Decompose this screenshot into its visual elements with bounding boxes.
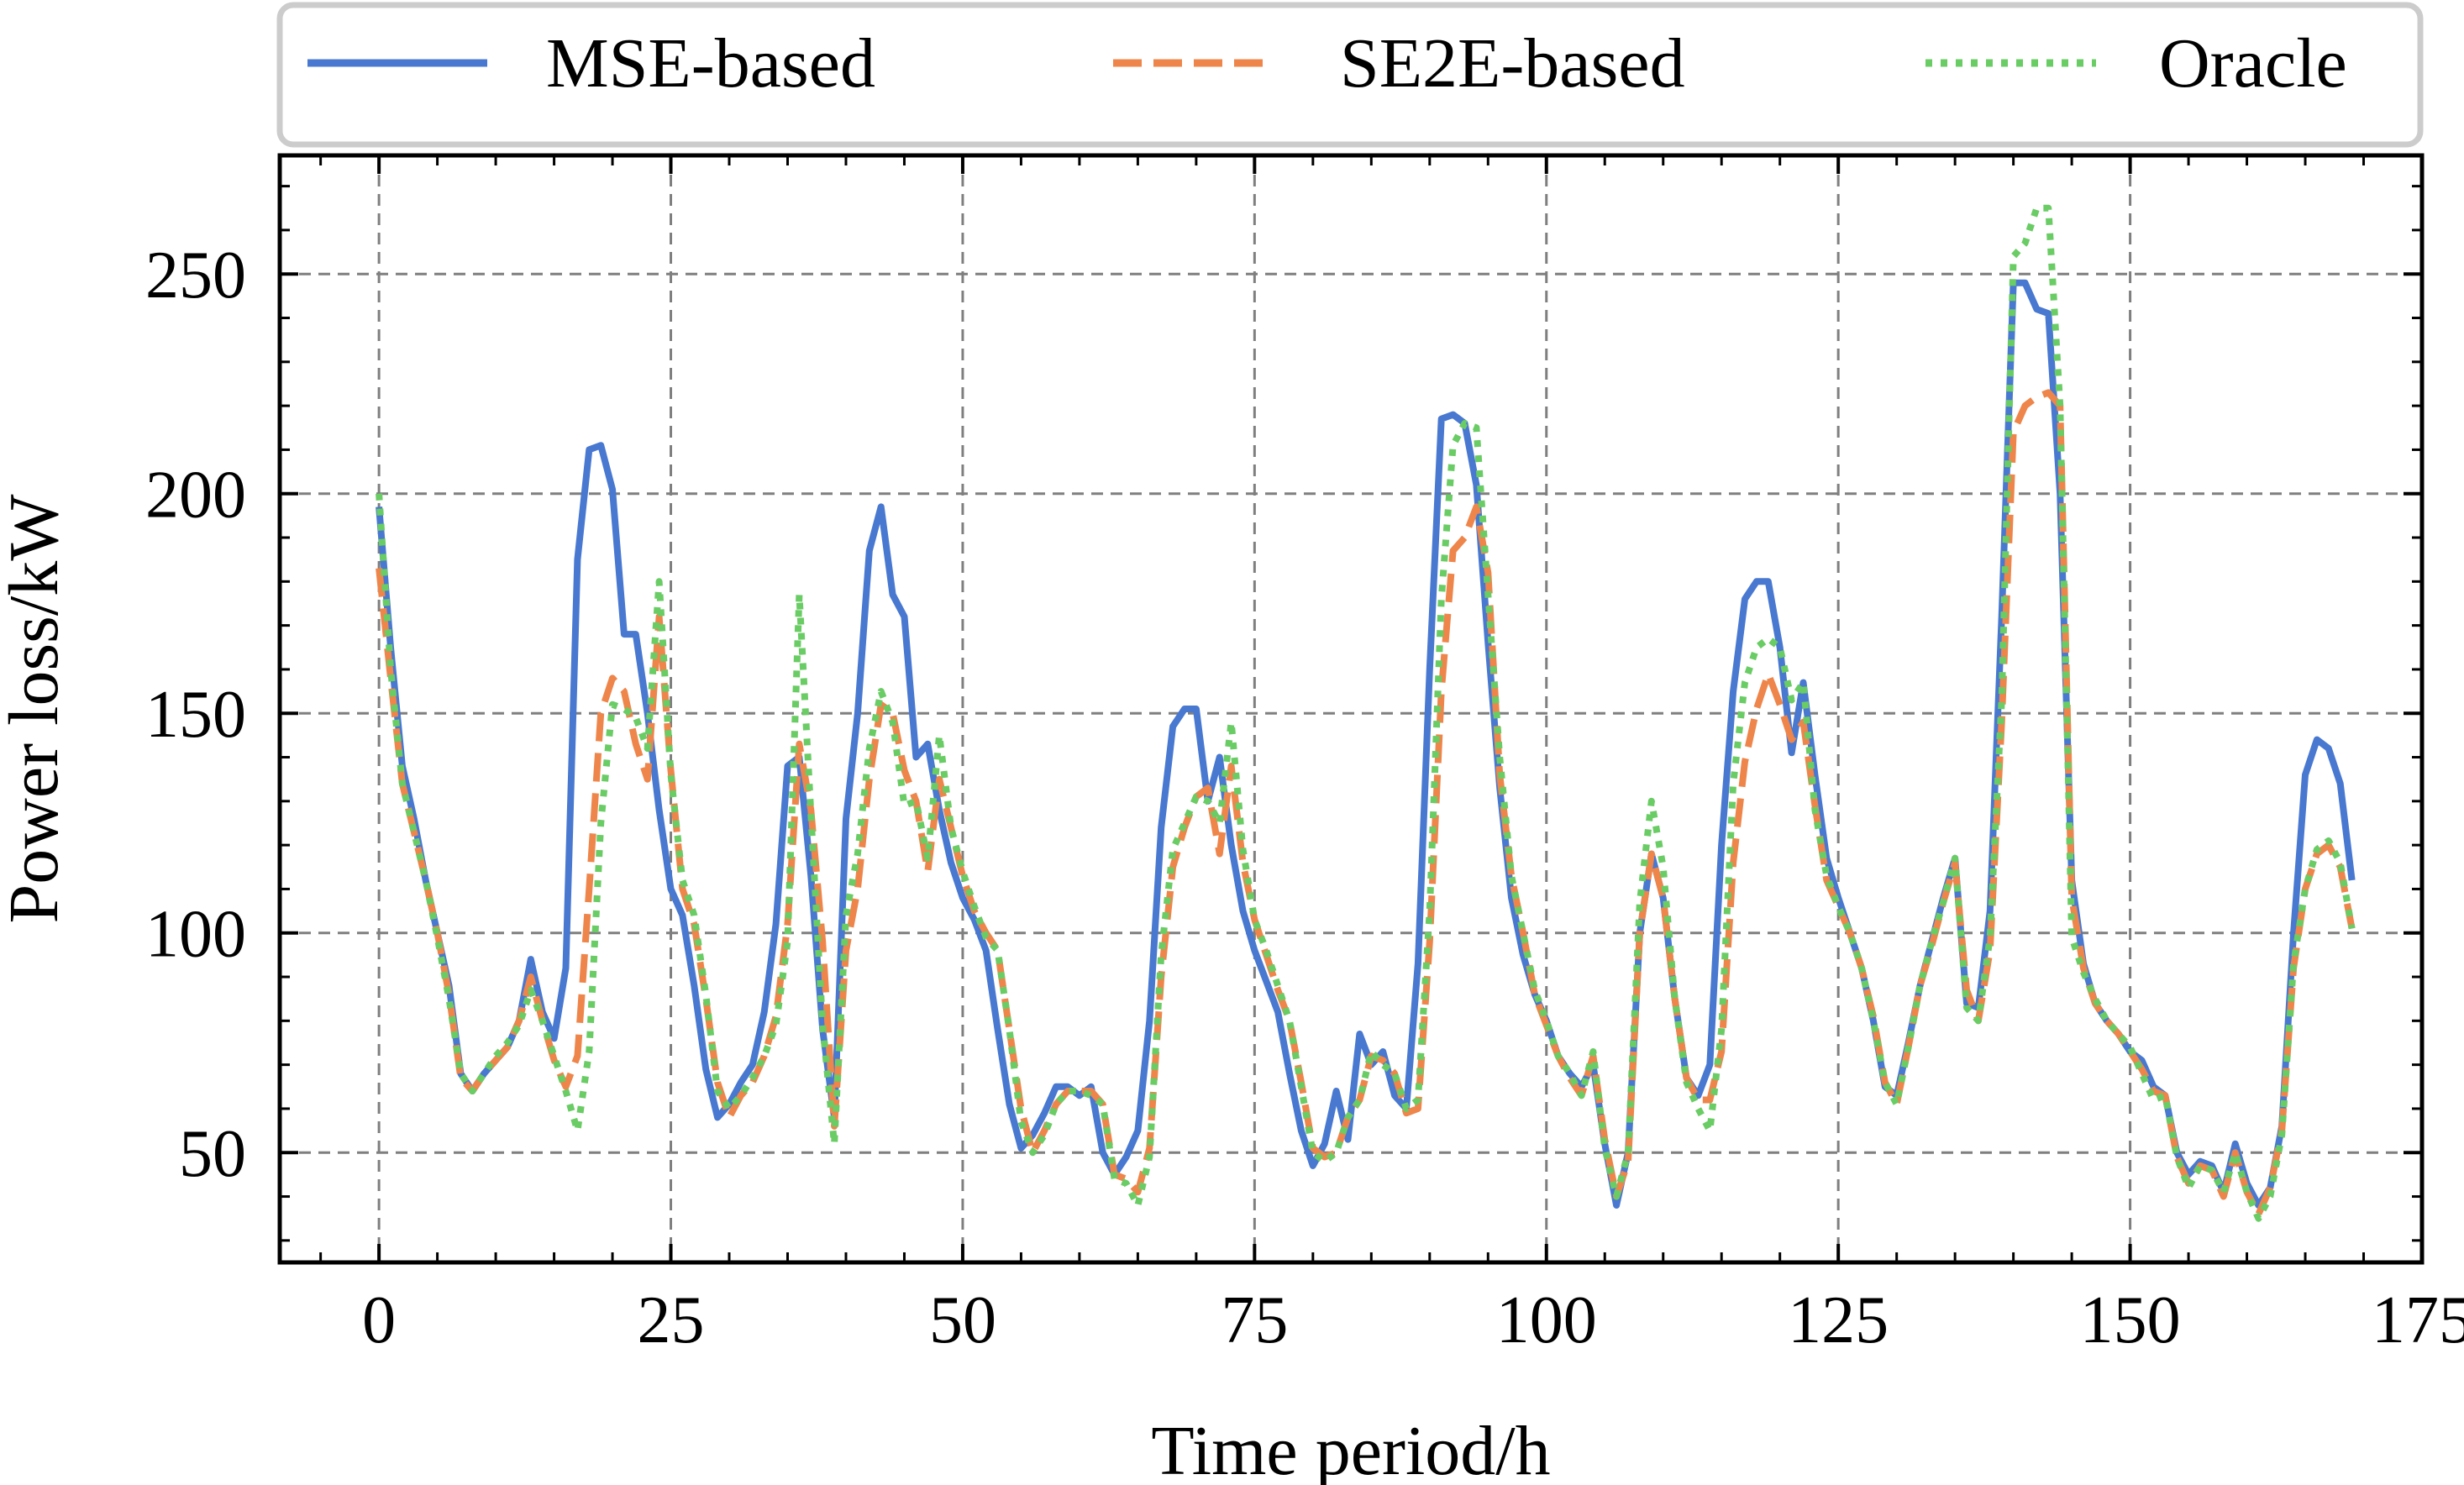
- y-tick-label: 50: [179, 1117, 246, 1191]
- y-tick-label: 200: [145, 459, 246, 533]
- x-tick-label: 100: [1496, 1283, 1597, 1357]
- x-tick-label: 25: [638, 1283, 705, 1357]
- y-tick-label: 100: [145, 898, 246, 972]
- x-tick-label: 150: [2080, 1283, 2181, 1357]
- legend-frame: [276, 2, 2424, 148]
- tick-labels: 0 25 50 75 100 125 150 175 50 100 150 200 250: [145, 239, 2464, 1357]
- series-line-se2e-based: [376, 389, 2356, 1218]
- legend-label: Oracle: [2159, 24, 2347, 102]
- ticks: [280, 155, 2424, 1262]
- series-line-oracle: [376, 204, 2356, 1222]
- x-tick-label: 0: [362, 1283, 396, 1357]
- y-tick-label: 150: [145, 678, 246, 752]
- y-axis-label: Power loss/kW: [0, 494, 73, 924]
- legend: MSE-based SE2E-based Oracle: [276, 2, 2424, 148]
- x-tick-label: 175: [2372, 1283, 2464, 1357]
- y-tick-label: 250: [145, 239, 246, 312]
- x-tick-label: 75: [1221, 1283, 1288, 1357]
- legend-label: SE2E-based: [1340, 24, 1685, 102]
- series-group: [376, 204, 2356, 1222]
- x-tick-label: 50: [929, 1283, 996, 1357]
- series-line-mse-based: [376, 279, 2356, 1209]
- grid: [280, 155, 2424, 1262]
- plot-frame: [277, 153, 2425, 1265]
- x-tick-label: 125: [1788, 1283, 1889, 1357]
- legend-label: MSE-based: [546, 24, 875, 102]
- x-axis-label: Time period/h: [1151, 1412, 1550, 1485]
- plot-area: 0 25 50 75 100 125 150 175 50 100 150 200 250: [145, 153, 2464, 1357]
